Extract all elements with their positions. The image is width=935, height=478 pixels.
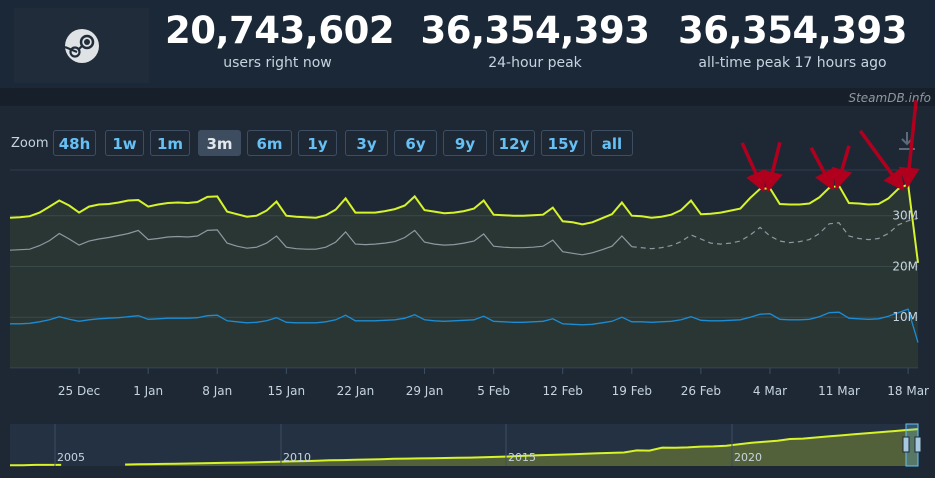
credit-strip	[0, 88, 935, 106]
zoom-button-9y[interactable]: 9y	[443, 130, 487, 156]
previous-period-line	[9, 229, 633, 256]
stat-value: 36,354,393	[420, 9, 650, 52]
zoom-label: Zoom	[11, 136, 49, 151]
navigator-year-label: 2015	[508, 451, 536, 464]
stat-value: 36,354,393	[677, 9, 908, 52]
stat-label: all-time peak 17 hours ago	[698, 55, 887, 71]
x-tick-label: 22 Jan	[337, 384, 375, 398]
stat-all-time-peak: 36,354,393 all-time peak 17 hours ago	[675, 8, 910, 72]
x-tick-label: 15 Jan	[268, 384, 306, 398]
zoom-button-1m[interactable]: 1m	[150, 130, 190, 156]
stat-24h-peak: 36,354,393 24-hour peak	[420, 8, 650, 72]
annotation-arrow	[898, 100, 920, 189]
x-axis-ticks: 25 Dec 1 Jan 8 Jan 15 Jan 22 Jan 29 Jan 5 Feb 1…	[58, 368, 929, 398]
zoom-button-48h[interactable]: 48h	[53, 130, 96, 156]
y-tick-label: 10M	[892, 310, 918, 324]
y-axis-ticks: 10M 20M 30M	[892, 209, 918, 325]
header-bar: 20,743,602 users right now 36,354,393 24…	[0, 0, 935, 88]
zoom-button-1y[interactable]: 1y	[298, 130, 337, 156]
navigator-handle	[902, 436, 910, 453]
navigator-year-label: 2005	[57, 451, 85, 464]
x-tick-label: 26 Feb	[681, 384, 721, 398]
zoom-button-3y[interactable]: 3y	[345, 130, 388, 156]
navigator-background	[10, 424, 918, 466]
navigator-year-label: 2020	[734, 451, 762, 464]
annotation-arrow	[858, 129, 905, 192]
zoom-button-all[interactable]: all	[591, 130, 633, 156]
zoom-button-12y[interactable]: 12y	[493, 130, 535, 156]
x-tick-label: 8 Jan	[202, 384, 232, 398]
twitch-viewers-line	[10, 308, 919, 343]
navigator-overview: 2005 2010 2015 2020	[10, 423, 922, 467]
steam-logo[interactable]	[14, 8, 149, 83]
x-tick-label: 29 Jan	[406, 384, 444, 398]
zoom-button-15y[interactable]: 15y	[541, 130, 585, 156]
x-tick-label: 1 Jan	[133, 384, 163, 398]
x-tick-label: 4 Mar	[753, 384, 787, 398]
x-tick-label: 25 Dec	[58, 384, 100, 398]
navigator-year-label: 2010	[283, 451, 311, 464]
annotation-arrow	[831, 145, 853, 190]
stat-label: 24-hour peak	[488, 55, 582, 71]
annotation-arrow	[809, 146, 835, 192]
zoom-button-1w[interactable]: 1w	[105, 130, 144, 156]
stat-current-players: 20,743,602 users right now	[165, 8, 395, 72]
zoom-button-6m[interactable]: 6m	[247, 130, 292, 156]
y-tick-label: 30M	[892, 209, 918, 223]
annotation-arrow	[762, 141, 783, 193]
x-tick-label: 5 Feb	[477, 384, 510, 398]
navigator-area	[125, 429, 919, 466]
stat-value: 20,743,602	[165, 9, 395, 52]
steam-icon	[64, 28, 99, 63]
x-tick-label: 11 Mar	[818, 384, 860, 398]
navigator-handle	[914, 436, 922, 453]
annotation-arrow	[740, 142, 766, 193]
annotation-arrows	[740, 100, 920, 193]
y-tick-label: 20M	[892, 259, 918, 273]
stat-label: users right now	[223, 55, 332, 71]
steamdb-credit[interactable]: SteamDB.info	[848, 91, 931, 105]
previous-period-line-dashed	[631, 217, 919, 250]
zoom-button-3m[interactable]: 3m	[198, 130, 241, 156]
x-tick-label: 18 Mar	[887, 384, 929, 398]
navigator-line	[10, 428, 919, 467]
zoom-button-6y[interactable]: 6y	[394, 130, 437, 156]
x-tick-label: 19 Feb	[612, 384, 652, 398]
x-tick-label: 12 Feb	[543, 384, 583, 398]
